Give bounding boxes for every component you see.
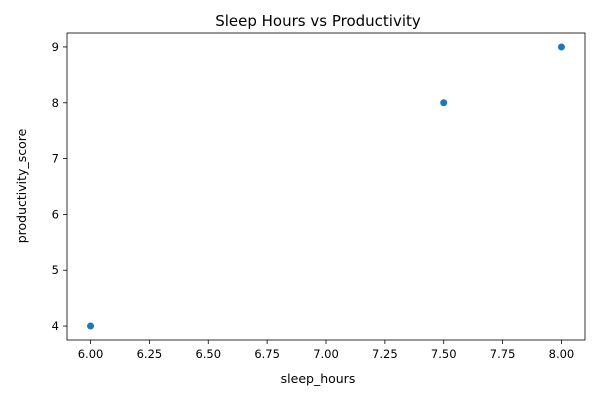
y-tick-label: 8 <box>52 96 59 110</box>
y-tick-label: 9 <box>52 40 59 54</box>
data-points <box>87 43 565 330</box>
x-tick-label: 6.50 <box>195 347 221 361</box>
y-tick-label: 4 <box>52 319 59 333</box>
x-tick-label: 7.50 <box>431 347 457 361</box>
y-tick-label: 7 <box>52 152 59 166</box>
x-tick-label: 6.00 <box>78 347 104 361</box>
y-axis: 4 5 6 7 8 9 <box>52 40 67 333</box>
data-point <box>440 99 448 107</box>
x-tick-label: 8.00 <box>549 347 575 361</box>
x-tick-label: 7.75 <box>490 347 516 361</box>
x-tick-label: 7.25 <box>372 347 398 361</box>
chart-title: Sleep Hours vs Productivity <box>215 12 421 30</box>
x-axis-label: sleep_hours <box>281 371 356 386</box>
y-tick-label: 6 <box>52 207 59 221</box>
data-point <box>557 43 565 51</box>
y-axis-label: productivity_score <box>14 128 29 243</box>
x-tick-label: 6.25 <box>137 347 163 361</box>
plot-area-frame <box>66 32 586 341</box>
data-point <box>87 322 95 330</box>
x-tick-label: 7.00 <box>313 347 339 361</box>
y-tick-label: 5 <box>52 263 59 277</box>
x-tick-label: 6.75 <box>254 347 280 361</box>
x-axis: 6.00 6.25 6.50 6.75 7.00 7.25 7.50 7.75 8.00 <box>78 340 575 361</box>
